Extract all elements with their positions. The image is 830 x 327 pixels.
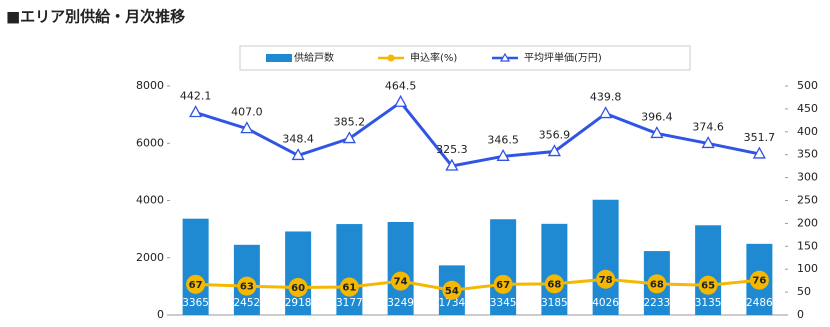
legend-label: 供給戸数	[294, 51, 334, 64]
line-marker	[339, 277, 359, 297]
bar	[285, 231, 312, 315]
bar	[387, 221, 414, 315]
line-marker	[240, 121, 254, 134]
line-marker	[394, 94, 408, 107]
line-value-label: 351.7	[744, 131, 776, 144]
y-tick-label: 4000	[136, 194, 164, 207]
line-value-label: 439.8	[590, 91, 622, 104]
line-value-label: 442.1	[180, 90, 212, 103]
bar-value-label: 2233	[644, 297, 671, 309]
line-marker	[291, 148, 305, 161]
line-value-label: 63	[240, 282, 254, 293]
bar	[541, 223, 568, 315]
bar	[182, 218, 209, 315]
line-value-label: 61	[342, 283, 356, 294]
bar-value-label: 3365	[182, 297, 209, 309]
line-value-label: 346.5	[487, 133, 519, 146]
y2-tick-label: 0	[797, 308, 804, 321]
legend-box	[239, 45, 691, 71]
line-value-label: 348.4	[282, 132, 314, 145]
line-marker	[342, 131, 356, 144]
bar-value-label: 3249	[387, 297, 414, 309]
line-marker	[650, 126, 664, 139]
y-tick-label: 0	[157, 308, 164, 321]
line-value-label: 396.4	[641, 110, 673, 123]
line-marker	[749, 270, 769, 290]
line-marker	[544, 274, 564, 294]
y2-tick-label: 50	[797, 285, 811, 298]
line-value-label: 60	[291, 283, 305, 294]
line-marker	[596, 269, 616, 289]
bar-value-label: 2486	[746, 297, 773, 309]
bar	[336, 224, 363, 315]
line-marker	[599, 106, 613, 119]
legend-marker	[387, 54, 395, 62]
line-value-label: 325.3	[436, 143, 468, 156]
bar	[695, 225, 722, 315]
y2-tick-label: 250	[797, 194, 818, 207]
line	[195, 277, 760, 292]
line-value-label: 356.9	[539, 129, 571, 142]
line-value-label: 76	[752, 276, 766, 287]
y-tick-label: 6000	[136, 136, 164, 149]
y2-tick-label: 100	[797, 262, 818, 275]
line-value-label: 374.6	[692, 120, 724, 133]
bar-value-label: 3185	[541, 297, 568, 309]
y2-tick-label: 500	[797, 79, 818, 92]
bar-value-label: 3177	[336, 297, 363, 309]
line-value-label: 68	[650, 279, 664, 290]
bar	[592, 199, 619, 315]
bar-value-label: 4026	[592, 297, 619, 309]
line-marker	[701, 136, 715, 149]
chart-title: ■エリア別供給・月次推移	[6, 8, 185, 26]
line-value-label: 407.0	[231, 106, 263, 119]
line-value-label: 65	[701, 281, 715, 292]
bar-value-label: 3135	[695, 297, 722, 309]
line-marker	[288, 278, 308, 298]
y2-tick-label: 350	[797, 148, 818, 161]
line-marker	[647, 274, 667, 294]
legend-label: 申込率(%)	[410, 51, 457, 64]
line-marker	[237, 276, 257, 296]
y2-tick-label: 450	[797, 102, 818, 115]
y2-tick-label: 400	[797, 125, 818, 138]
bar-value-label: 2452	[234, 297, 261, 309]
line-marker	[445, 158, 459, 171]
line-marker	[547, 144, 561, 157]
bar	[490, 219, 517, 315]
line	[195, 100, 760, 168]
line-value-label: 78	[599, 275, 613, 286]
line-marker	[752, 146, 766, 159]
legend-marker	[499, 52, 511, 62]
line-marker	[493, 274, 513, 294]
line-marker	[189, 105, 203, 118]
legend-swatch	[266, 54, 292, 62]
line-value-label: 54	[445, 286, 459, 297]
bar-value-label: 2918	[285, 297, 312, 309]
line-value-label: 385.2	[334, 116, 366, 129]
line-marker	[496, 148, 510, 161]
line-value-label: 464.5	[385, 79, 417, 92]
bar-value-label: 1734	[439, 297, 466, 309]
line-value-label: 67	[496, 280, 510, 291]
y-tick-label: 8000	[136, 79, 164, 92]
line-value-label: 74	[394, 277, 408, 288]
y2-tick-label: 300	[797, 171, 818, 184]
line-marker	[391, 271, 411, 291]
legend-label: 平均坪単価(万円)	[524, 51, 602, 64]
y2-tick-label: 200	[797, 216, 818, 229]
y2-tick-label: 150	[797, 239, 818, 252]
y-tick-label: 2000	[136, 251, 164, 264]
line-value-label: 68	[547, 279, 561, 290]
bar-value-label: 3345	[490, 297, 517, 309]
line-marker	[698, 275, 718, 295]
line-marker	[186, 274, 206, 294]
line-value-label: 67	[189, 280, 203, 291]
line-marker	[442, 280, 462, 300]
